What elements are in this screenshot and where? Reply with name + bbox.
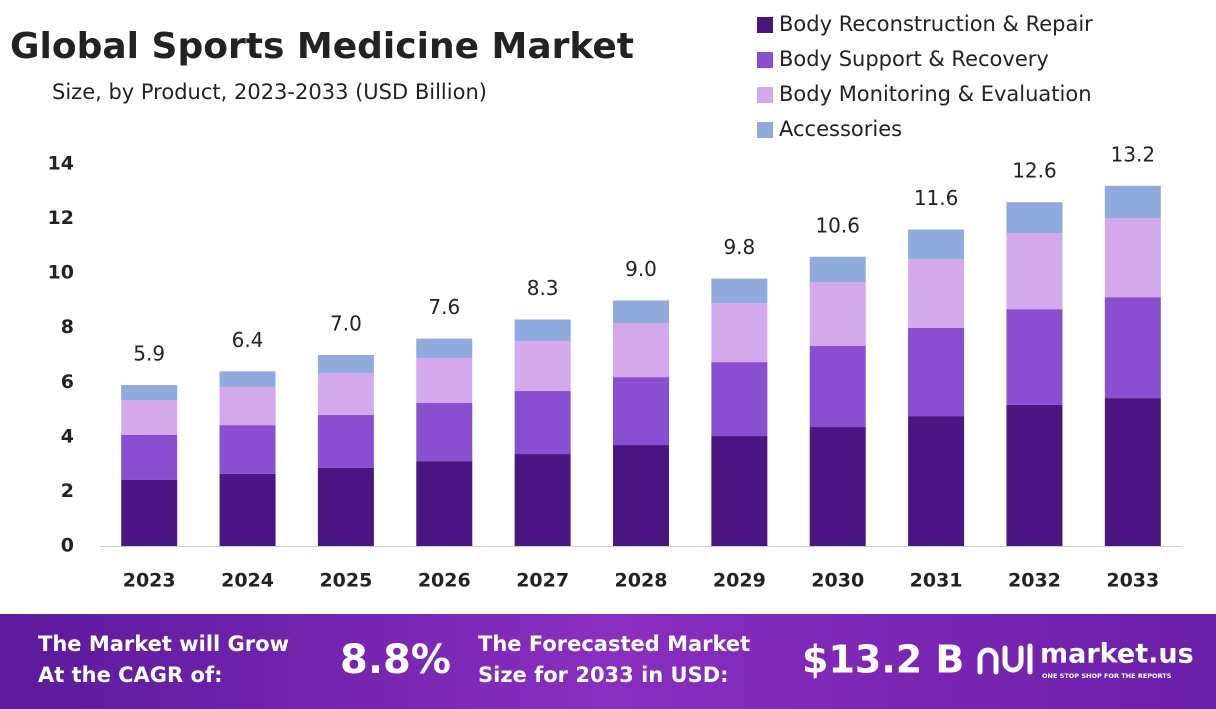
total-label: 9.8 <box>723 235 755 259</box>
legend-label: Accessories <box>779 117 902 141</box>
x-tick-label: 2033 <box>1106 570 1159 592</box>
x-tick-label: 2032 <box>1008 570 1061 592</box>
total-label: 9.0 <box>625 257 657 281</box>
bar-segment <box>908 229 965 259</box>
bar-segment <box>809 282 866 346</box>
y-tick-label: 14 <box>48 153 74 175</box>
legend-swatch <box>757 122 773 138</box>
y-tick-label: 12 <box>48 207 74 229</box>
x-tick-label: 2026 <box>418 570 471 592</box>
bar-segment <box>416 338 473 359</box>
y-tick-label: 2 <box>61 480 74 502</box>
bar-segment <box>1006 309 1063 405</box>
bar-segment <box>908 327 965 417</box>
bar-segment <box>416 358 473 404</box>
x-tick-label: 2030 <box>811 570 864 592</box>
bar-segment <box>416 461 473 546</box>
bar-segment <box>809 256 866 283</box>
chart-title: Global Sports Medicine Market <box>10 26 634 67</box>
total-label: 6.4 <box>232 328 264 352</box>
bar-segment <box>219 425 276 474</box>
forecast-value: $13.2 B <box>802 638 964 682</box>
legend-label: Body Monitoring & Evaluation <box>779 82 1092 106</box>
total-label: 11.6 <box>914 186 959 210</box>
y-tick-label: 10 <box>48 262 74 284</box>
x-tick-label: 2025 <box>319 570 372 592</box>
bar-segment <box>317 415 374 468</box>
bar-segment <box>317 467 374 546</box>
bar-segment <box>711 278 768 304</box>
y-tick-label: 6 <box>61 371 74 393</box>
forecast-text: Size for 2033 in USD: <box>478 663 729 687</box>
bar-segment <box>613 300 669 324</box>
cagr-value: 8.8% <box>340 637 451 683</box>
total-label: 12.6 <box>1012 159 1057 183</box>
chart-subtitle: Size, by Product, 2023-2033 (USD Billion… <box>52 80 487 104</box>
bar-segment <box>514 454 571 546</box>
total-label: 7.0 <box>330 312 362 336</box>
y-tick-label: 4 <box>61 425 74 447</box>
bar-segment <box>613 445 669 546</box>
bar-segment <box>121 434 178 480</box>
x-tick-label: 2023 <box>123 570 176 592</box>
bar-segment <box>613 377 669 446</box>
bar-segment <box>809 345 866 428</box>
cagr-text: The Market will Grow <box>38 632 289 656</box>
forecast-text: The Forecasted Market <box>478 632 750 656</box>
total-label: 7.6 <box>428 295 460 319</box>
brand: market.us <box>1040 639 1194 670</box>
legend-swatch <box>757 17 773 33</box>
bar-segment <box>219 371 276 387</box>
logo-icon <box>977 643 1033 675</box>
bar-segment <box>1006 202 1063 234</box>
bar-segment <box>1104 185 1161 219</box>
footer-band <box>0 614 1216 709</box>
bar-segment <box>711 436 768 546</box>
y-tick-label: 8 <box>61 316 74 338</box>
bar-segment <box>1104 297 1161 399</box>
bar-segment <box>908 258 965 328</box>
bar-segment <box>121 385 178 401</box>
bar-segment <box>1104 398 1161 546</box>
tagline: ONE STOP SHOP FOR THE REPORTS <box>1042 672 1172 680</box>
bar-segment <box>1006 233 1063 310</box>
legend-swatch <box>757 87 773 103</box>
x-tick-label: 2028 <box>615 570 668 592</box>
bar-segment <box>219 386 276 426</box>
bar-segment <box>121 479 178 546</box>
x-tick-label: 2024 <box>221 570 274 592</box>
bar-segment <box>809 427 866 546</box>
legend-label: Body Reconstruction & Repair <box>779 12 1093 36</box>
bar-segment <box>514 391 571 455</box>
bar-segment <box>219 473 276 546</box>
x-tick-label: 2031 <box>910 570 963 592</box>
x-tick-label: 2027 <box>516 570 569 592</box>
bar-segment <box>908 416 965 546</box>
bar-segment <box>514 341 571 392</box>
y-tick-label: 0 <box>61 535 74 557</box>
total-label: 10.6 <box>815 213 860 237</box>
bar-segment <box>121 400 178 435</box>
total-label: 8.3 <box>527 276 559 300</box>
bar-segment <box>711 362 768 437</box>
legend-label: Body Support & Recovery <box>779 47 1049 71</box>
bar-segment <box>317 373 374 416</box>
bar-segment <box>416 403 473 462</box>
bar-segment <box>613 323 669 378</box>
legend-swatch <box>757 52 773 68</box>
cagr-text: At the CAGR of: <box>38 663 223 687</box>
total-label: 13.2 <box>1111 142 1156 166</box>
bar-segment <box>1006 404 1063 546</box>
footer: The Market will Grow At the CAGR of: 8.8… <box>0 614 1216 709</box>
bar-segment <box>317 355 374 374</box>
x-tick-label: 2029 <box>713 570 766 592</box>
bar-segment <box>1104 218 1161 298</box>
bar-segment <box>711 303 768 363</box>
bar-segment <box>514 319 571 342</box>
total-label: 5.9 <box>133 342 165 366</box>
